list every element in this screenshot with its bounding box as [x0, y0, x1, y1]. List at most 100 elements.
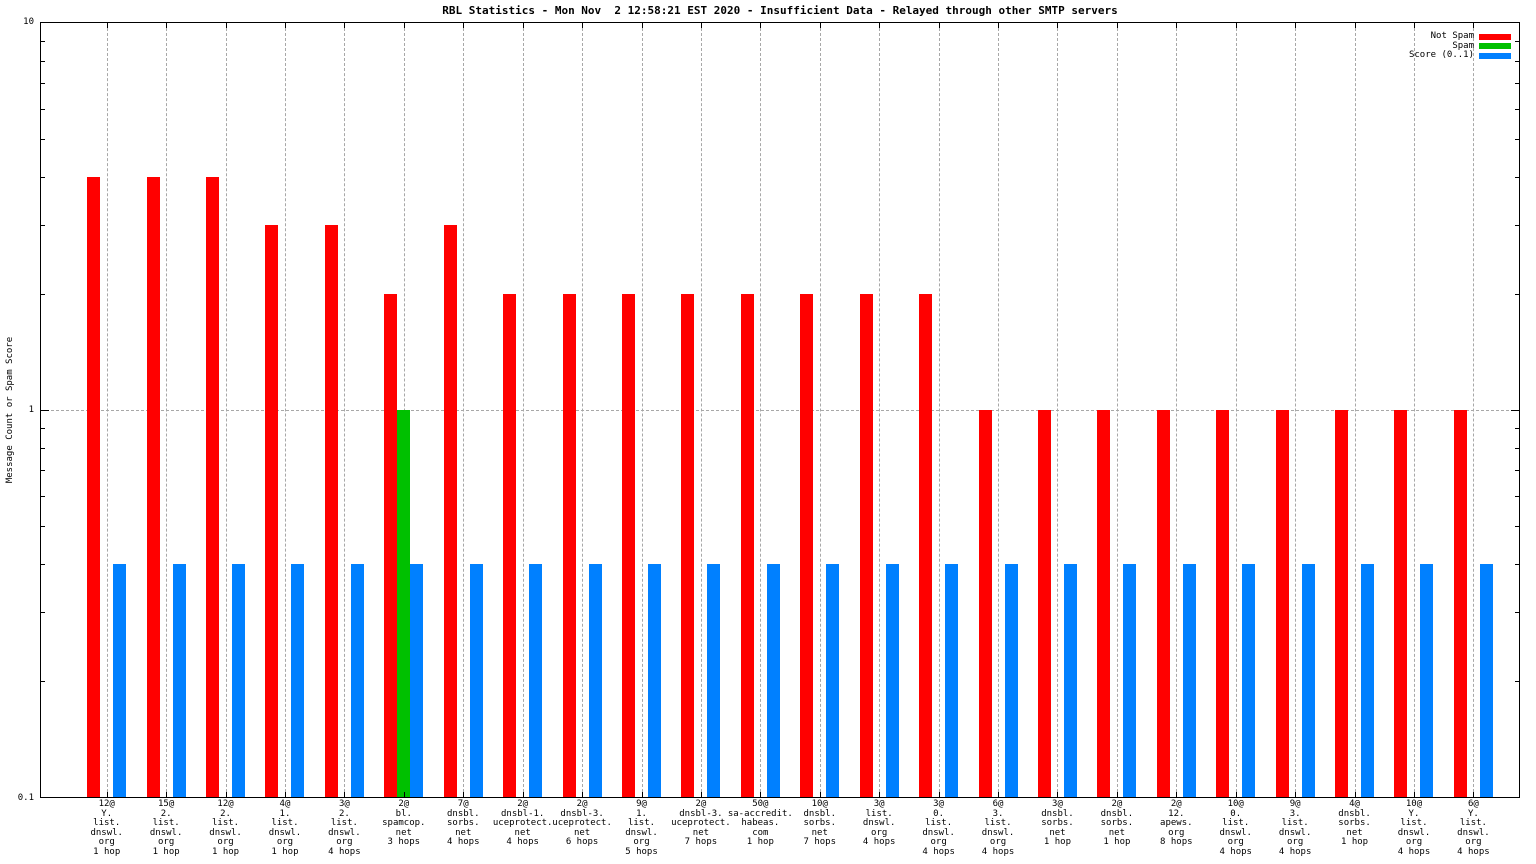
- bar-score: [291, 564, 305, 797]
- bar-group: [1206, 23, 1265, 797]
- category-column: 50@ sa-accredit. habeas. com 1 hop: [728, 23, 793, 847]
- bar-score: [1242, 564, 1256, 797]
- category-column: 3@ dnsbl. sorbs. net 1 hop: [1028, 23, 1087, 847]
- bar-score: [469, 564, 483, 797]
- category-column: 9@ 1. list. dnswl. org 5 hops: [612, 23, 671, 856]
- bar-not-spam: [324, 225, 338, 797]
- y-tick-label-1: 1: [28, 405, 34, 415]
- bar-not-spam: [443, 225, 457, 797]
- legend-swatch-spam: [1479, 43, 1511, 50]
- category-label: 10@ Y. list. dnswl. org 4 hops: [1397, 799, 1431, 857]
- gridline-vertical: [225, 23, 227, 797]
- gridline-vertical: [760, 23, 762, 797]
- bar-not-spam: [978, 410, 992, 797]
- y-tick: [41, 108, 45, 110]
- bar-score: [1301, 564, 1315, 797]
- bar-not-spam: [800, 293, 814, 797]
- bar-not-spam: [1156, 410, 1170, 797]
- gridline-vertical: [284, 23, 286, 797]
- category-column: 10@ Y. list. dnswl. org 4 hops: [1384, 23, 1443, 856]
- bar-not-spam: [1453, 410, 1467, 797]
- category-label: 3@ list. dnswl. org 4 hops: [862, 799, 896, 847]
- bar-group: [1444, 23, 1503, 797]
- bar-not-spam: [1097, 410, 1111, 797]
- y-tick: [1515, 108, 1519, 110]
- category-column: 2@ 12. apews. org 8 hops: [1147, 23, 1206, 847]
- y-tick: [1515, 60, 1519, 62]
- bar-not-spam: [1037, 410, 1051, 797]
- bar-group: [1384, 23, 1443, 797]
- bar-score: [172, 564, 186, 797]
- category-column: 4@ 1. list. dnswl. org 1 hop: [255, 23, 314, 856]
- gridline-vertical: [582, 23, 584, 797]
- category-label: 2@ dnsbl-1. uceprotect. net 4 hops: [492, 799, 553, 847]
- bar-not-spam: [206, 177, 220, 797]
- bar-score: [1420, 564, 1434, 797]
- category-label: 2@ dnsbl-3. uceprotect. net 7 hops: [671, 799, 731, 847]
- bar-score: [1004, 564, 1018, 797]
- y-tick: [1515, 427, 1519, 429]
- bar-group: [849, 23, 908, 797]
- gridline-vertical: [700, 23, 702, 797]
- category-label: 3@ 2. list. dnswl. org 4 hops: [328, 799, 361, 857]
- bar-group: [434, 23, 493, 797]
- y-tick: [41, 564, 45, 565]
- bar-not-spam: [503, 293, 517, 797]
- gridline-vertical: [1057, 23, 1059, 797]
- y-tick: [41, 447, 45, 449]
- bar-group: [315, 23, 374, 797]
- bar-group: [374, 23, 433, 797]
- category-label: 2@ 12. apews. org 8 hops: [1160, 799, 1193, 847]
- legend-label: Spam: [1452, 40, 1474, 51]
- y-tick: [1515, 177, 1519, 178]
- y-tick: [1515, 469, 1519, 471]
- bar-score: [945, 564, 959, 797]
- bar-not-spam: [859, 293, 873, 797]
- category-column: 12@ 2. list. dnswl. org 1 hop: [196, 23, 255, 856]
- bar-not-spam: [146, 177, 160, 797]
- gridline-vertical: [1176, 23, 1178, 797]
- category-column: 10@ 0. list. dnswl. org 4 hops: [1206, 23, 1265, 856]
- y-tick: [41, 680, 45, 682]
- bar-score: [826, 564, 840, 797]
- bar-score: [1361, 564, 1375, 797]
- legend: Not Spam Spam Score (0..1): [1408, 31, 1511, 61]
- legend-item-not-spam: Not Spam: [1409, 31, 1511, 42]
- category-label: 2@ dnsbl. sorbs. net 1 hop: [1100, 799, 1134, 847]
- gridline-vertical: [641, 23, 643, 797]
- category-column: 2@ dnsbl. sorbs. net 1 hop: [1087, 23, 1146, 847]
- category-column: 12@ Y. list. dnswl. org 1 hop: [77, 23, 136, 856]
- bar-not-spam: [681, 293, 695, 797]
- y-tick-label-10: 10: [23, 17, 34, 27]
- bar-group: [255, 23, 314, 797]
- y-tick: [41, 177, 45, 178]
- bar-group: [196, 23, 255, 797]
- category-column: 3@ list. dnswl. org 4 hops: [849, 23, 908, 847]
- category-label: 9@ 3. list. dnswl. org 4 hops: [1278, 799, 1312, 857]
- category-label: 12@ Y. list. dnswl. org 1 hop: [90, 799, 123, 857]
- y-tick: [1515, 564, 1519, 565]
- y-tick: [1515, 680, 1519, 682]
- gridline-vertical: [1473, 23, 1475, 797]
- gridline-vertical: [1235, 23, 1237, 797]
- legend-swatch-not-spam: [1479, 33, 1511, 40]
- y-tick: [41, 427, 45, 429]
- category-label: 15@ 2. list. dnswl. org 1 hop: [149, 799, 183, 857]
- legend-swatch-score: [1479, 52, 1511, 59]
- category-label: 50@ sa-accredit. habeas. com 1 hop: [727, 799, 793, 847]
- category-column: 3@ 0. list. dnswl. org 4 hops: [909, 23, 968, 856]
- category-column: 10@ dnsbl. sorbs. net 7 hops: [790, 23, 849, 847]
- legend-label: Score (0..1): [1408, 50, 1474, 60]
- bar-group: [136, 23, 195, 797]
- y-tick: [41, 612, 45, 614]
- bar-score: [350, 564, 364, 797]
- category-column: 6@ 3. list. dnswl. org 4 hops: [968, 23, 1027, 856]
- gridline-vertical: [1354, 23, 1356, 797]
- bar-not-spam: [1216, 410, 1230, 797]
- category-label: 2@ dnsbl-3. uceprotect. net 6 hops: [552, 799, 612, 847]
- gridline-vertical: [819, 23, 821, 797]
- bar-group: [612, 23, 671, 797]
- bar-group: [493, 23, 552, 797]
- y-tick: [1515, 225, 1519, 227]
- gridline-vertical: [998, 23, 1000, 797]
